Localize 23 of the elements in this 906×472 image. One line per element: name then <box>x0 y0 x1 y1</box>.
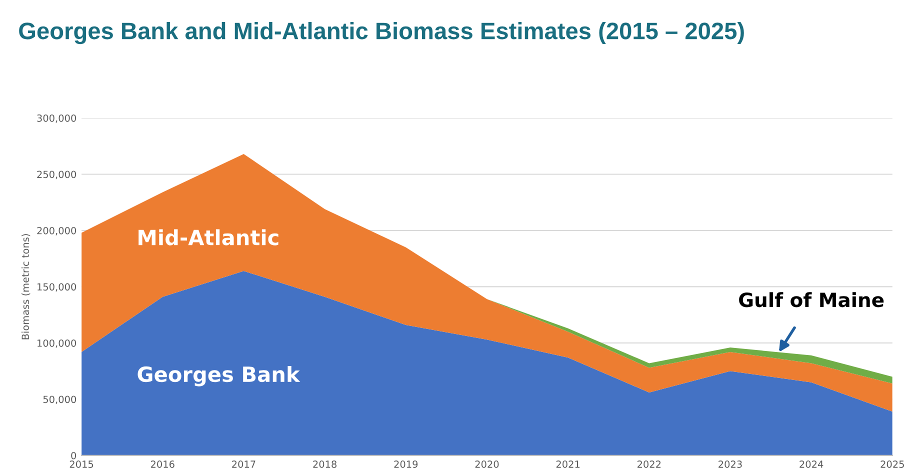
y-tick-label: 100,000 <box>38 339 76 348</box>
y-tick-label: 0 <box>71 452 76 460</box>
x-tick-label: 2018 <box>313 460 337 468</box>
x-tick-label: 2015 <box>70 460 94 468</box>
x-tick-label: 2022 <box>637 460 661 468</box>
chart-title: Georges Bank and Mid-Atlantic Biomass Estimates (2015 – 2025) <box>19 22 744 44</box>
x-tick-label: 2021 <box>556 460 580 468</box>
series-label: Mid-Atlantic <box>138 229 278 246</box>
x-tick-label: 2024 <box>800 460 824 468</box>
series-label: Georges Bank <box>138 366 300 386</box>
y-tick-label: 200,000 <box>37 226 76 236</box>
x-tick-label: 2017 <box>232 460 256 468</box>
x-tick-label: 2019 <box>394 460 418 468</box>
y-tick-label: 150,000 <box>38 283 76 292</box>
y-axis-title: Biomass (metric tons) <box>22 234 30 340</box>
x-tick-label: 2023 <box>718 460 742 468</box>
x-tick-label: 2020 <box>475 460 499 468</box>
y-tick-label: 300,000 <box>37 114 76 123</box>
text: Gulf of Maine <box>739 292 884 308</box>
y-tick-label: 50,000 <box>43 396 76 404</box>
y-tick-label: 250,000 <box>37 170 76 180</box>
x-tick-label: 2025 <box>880 460 904 468</box>
x-tick-label: 2016 <box>150 460 174 468</box>
